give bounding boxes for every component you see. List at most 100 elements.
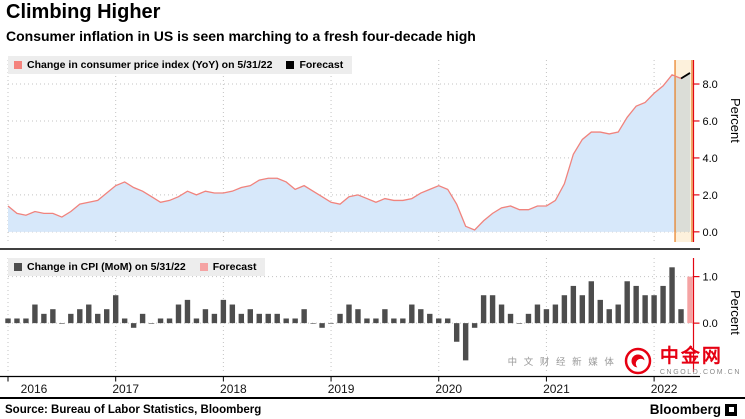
mom-bar — [41, 313, 47, 324]
mom-bar — [507, 313, 514, 324]
mom-bar — [400, 318, 406, 324]
mom-series-label: Change in CPI (MoM) on 5/31/22 — [27, 261, 186, 273]
yoy-series-swatch — [14, 61, 22, 69]
mom-bar — [436, 318, 442, 324]
mom-bar — [148, 323, 155, 324]
mom-bar — [310, 323, 316, 324]
mom-bar — [543, 309, 550, 324]
mom-bar — [211, 313, 218, 324]
mom-bar — [471, 323, 478, 328]
mom-bar — [104, 309, 110, 324]
mom-bar — [166, 318, 173, 324]
mom-bar — [220, 299, 227, 324]
mom-bar — [480, 295, 487, 324]
mom-bar — [516, 323, 523, 324]
mom-bar — [112, 295, 119, 324]
mom-ytick-label: 0.0 — [703, 318, 718, 330]
yoy-series-label: Change in consumer price index (YoY) on … — [27, 59, 273, 71]
mom-bar — [139, 313, 146, 324]
mom-bar — [238, 313, 245, 324]
mom-bar — [184, 299, 191, 324]
mom-bar — [606, 309, 612, 324]
mom-bar — [427, 313, 433, 324]
cngold-watermark: 中 文 财 经 新 媒 体 中金网 CNGOLD.COM.CN — [508, 346, 741, 376]
bloomberg-terminal-icon — [725, 403, 737, 416]
yoy-forecast-swatch — [286, 61, 295, 69]
mom-bar — [364, 318, 370, 324]
mom-bar — [23, 318, 29, 324]
mom-series-swatch — [14, 263, 22, 271]
mom-bar — [453, 323, 460, 342]
bloomberg-wordmark: Bloomberg — [649, 402, 721, 417]
mom-bar — [462, 323, 469, 361]
mom-bar — [175, 304, 182, 324]
mom-bar — [77, 309, 83, 324]
mom-bar — [660, 285, 666, 324]
x-axis-year-label: 2018 — [220, 382, 247, 396]
yoy-ytick-label: 2.0 — [703, 190, 718, 202]
mom-bar — [202, 309, 209, 324]
mom-bar — [579, 295, 586, 324]
mom-bar — [525, 313, 532, 324]
mom-bar — [256, 313, 262, 324]
mom-forecast-swatch — [199, 263, 208, 271]
mom-bar — [283, 318, 289, 324]
x-axis-year-label: 2019 — [328, 382, 355, 396]
cngold-logo-icon — [624, 347, 652, 375]
x-axis-year-label: 2021 — [543, 382, 570, 396]
source-note: Source: Bureau of Labor Statistics, Bloo… — [5, 403, 262, 416]
mom-bar — [274, 313, 280, 324]
mom-bar — [373, 318, 379, 324]
yoy-ytick-label: 8.0 — [703, 79, 718, 91]
mom-bar — [265, 313, 271, 324]
yoy-ytick-label: 4.0 — [703, 153, 718, 165]
watermark-domain: CNGOLD.COM.CN — [659, 368, 741, 376]
mom-bar — [418, 309, 424, 324]
x-axis-year-label: 2022 — [651, 382, 678, 396]
mom-bar — [678, 309, 684, 324]
mom-bar — [382, 309, 388, 324]
mom-bar — [68, 313, 74, 324]
yoy-axis-title: Percent — [728, 98, 743, 143]
mom-bar — [445, 318, 451, 324]
yoy-forecast-label: Forecast — [299, 59, 344, 71]
yoy-line — [7, 73, 682, 231]
mom-bar — [642, 295, 648, 324]
mom-bar — [32, 304, 38, 324]
mom-bar — [534, 304, 541, 324]
yoy-ytick-label: 0.0 — [703, 227, 718, 239]
x-axis-year-label: 2020 — [435, 382, 462, 396]
mom-bar — [346, 304, 352, 324]
watermark-tagline: 中 文 财 经 新 媒 体 — [507, 357, 616, 368]
chart-title: Climbing Higher — [6, 1, 161, 23]
mom-bar — [409, 304, 415, 324]
mom-bar — [615, 304, 621, 324]
bloomberg-logo: Bloomberg — [650, 402, 737, 417]
mom-bar — [5, 318, 11, 324]
x-axis-year-label: 2017 — [112, 382, 139, 396]
mom-chart-svg: 0.0 1.0 2016 2017 2018 2019 2020 2021 2022 — [0, 258, 718, 396]
mom-bar — [14, 318, 20, 324]
mom-bar — [633, 285, 639, 324]
mom-bar — [292, 318, 298, 324]
yoy-area — [8, 72, 690, 232]
mom-bar — [337, 313, 343, 324]
mom-bar — [193, 318, 200, 324]
mom-bar — [597, 299, 603, 324]
mom-bar — [130, 323, 137, 328]
mom-bar — [229, 304, 236, 324]
mom-bar — [95, 313, 101, 324]
mom-bar — [391, 318, 397, 324]
mom-bar — [247, 309, 253, 324]
mom-forecast-bar — [687, 276, 693, 324]
mom-bar — [301, 309, 307, 324]
mom-bar — [50, 309, 56, 324]
mom-forecast-label: Forecast — [212, 261, 257, 273]
mom-bar — [624, 281, 630, 324]
mom-bar — [552, 304, 559, 324]
mom-bar — [157, 318, 164, 324]
mom-legend: Change in CPI (MoM) on 5/31/22 Forecast — [8, 258, 266, 276]
mom-bar — [328, 323, 334, 324]
yoy-chart-svg: 0.0 2.0 4.0 6.0 8.0 — [0, 60, 718, 250]
